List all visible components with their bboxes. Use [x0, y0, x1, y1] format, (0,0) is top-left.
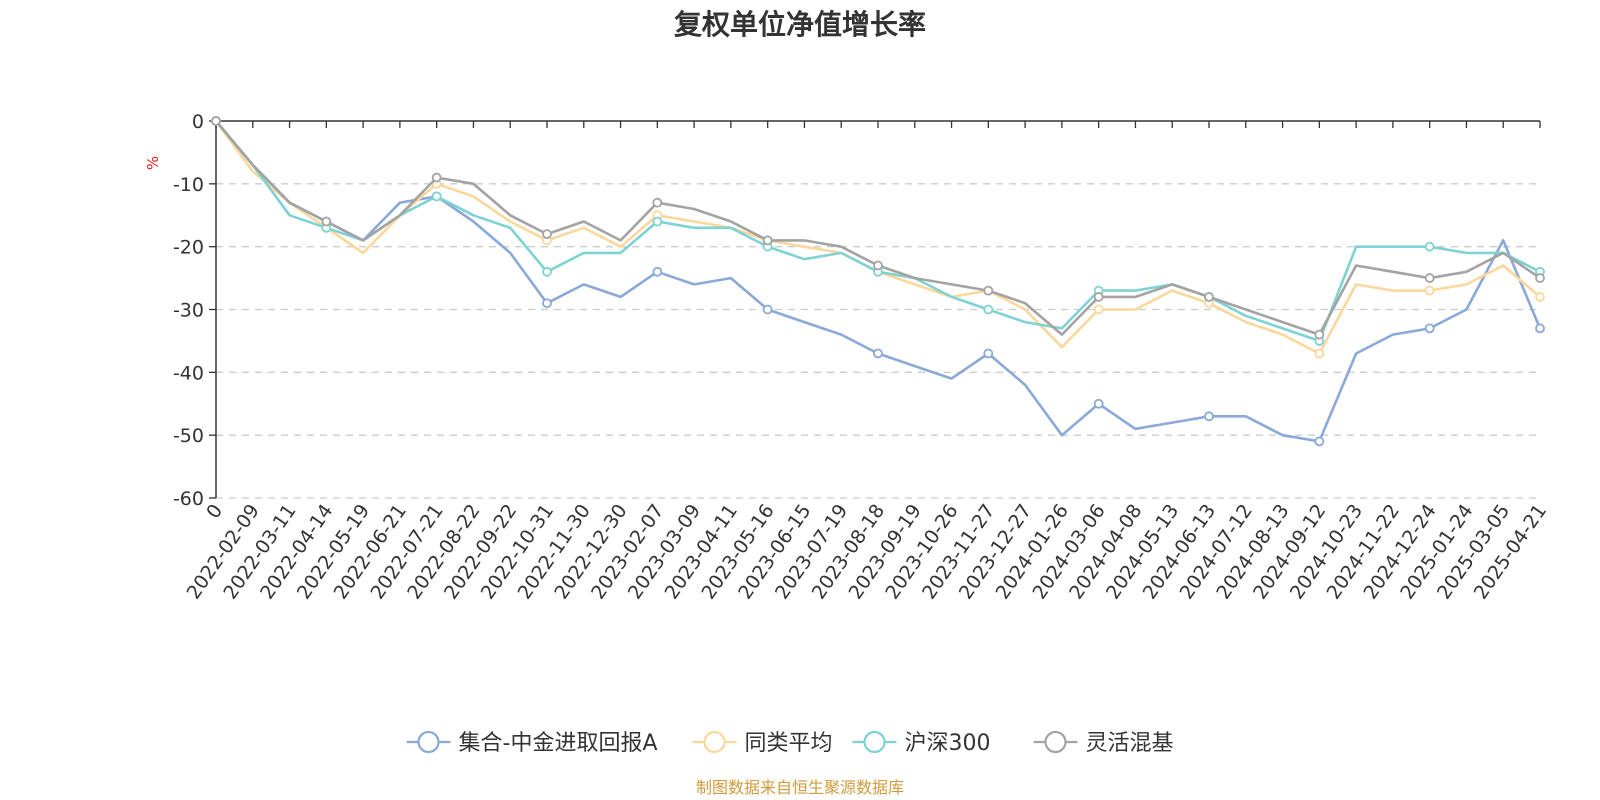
data-point — [1424, 241, 1435, 252]
data-point — [1535, 273, 1545, 283]
data-point — [1535, 292, 1545, 302]
data-point — [1093, 398, 1104, 409]
data-point — [1314, 436, 1325, 447]
data-point — [431, 172, 442, 183]
data-point — [1314, 329, 1325, 340]
data-point — [983, 304, 994, 315]
y-axis-unit: % — [144, 156, 162, 170]
series-line — [214, 119, 1542, 336]
data-point — [873, 348, 883, 359]
data-point — [1424, 273, 1435, 283]
y-tick-label: -30 — [173, 300, 204, 322]
y-tick-label: -20 — [173, 237, 204, 259]
data-point — [431, 191, 442, 202]
y-tick-label: -10 — [173, 174, 204, 196]
legend[interactable]: 集合-中金进取回报A 同类平均 沪深300 灵活混基 — [406, 730, 1174, 756]
data-point — [1314, 348, 1325, 359]
grid-lines — [216, 183, 1540, 499]
y-tick-label: -50 — [173, 425, 204, 447]
data-point — [1093, 304, 1104, 315]
data-point — [652, 266, 663, 277]
legend-label: 沪深300 — [905, 731, 991, 756]
legend-symbol-marker — [863, 730, 886, 754]
source-note: 制图数据来自恒生聚源数据库 — [696, 778, 904, 797]
data-point — [983, 348, 994, 359]
y-tick-label: -40 — [173, 362, 204, 384]
data-point — [1093, 292, 1104, 302]
data-point — [211, 116, 221, 126]
data-point — [542, 229, 552, 240]
x-tick-label: 0 — [202, 500, 227, 523]
data-point — [762, 304, 773, 315]
data-point — [652, 197, 663, 208]
data-point — [1204, 411, 1214, 422]
axes: 0-10-20-30-40-50-6002022-02-092022-03-11… — [173, 111, 1551, 603]
data-point — [1535, 323, 1545, 334]
chart-title: 复权单位净值增长率 — [674, 8, 926, 41]
data-point — [762, 235, 773, 246]
legend-symbol-marker — [1044, 730, 1067, 754]
y-tick-label: 0 — [192, 111, 204, 133]
series-line — [214, 119, 1542, 355]
data-point — [542, 298, 552, 309]
data-point — [542, 266, 552, 277]
data-point — [321, 216, 332, 227]
legend-label: 同类平均 — [745, 731, 833, 756]
data-point — [652, 216, 663, 227]
legend-label: 集合-中金进取回报A — [459, 731, 658, 756]
data-point — [1424, 285, 1435, 296]
series-group — [211, 116, 1545, 447]
series-line — [214, 119, 1542, 343]
data-point — [983, 285, 994, 296]
legend-label: 灵活混基 — [1086, 731, 1174, 756]
data-point — [1204, 292, 1214, 302]
data-point — [1424, 323, 1435, 334]
data-point — [873, 260, 883, 271]
legend-symbol-marker — [703, 730, 726, 754]
y-tick-label: -60 — [173, 488, 204, 510]
legend-symbol-marker — [417, 730, 440, 754]
